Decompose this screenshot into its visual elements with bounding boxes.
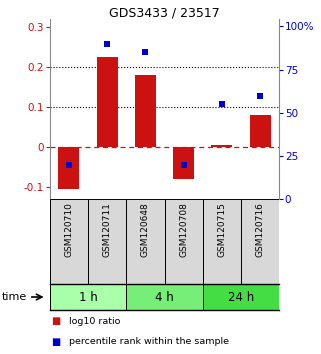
Text: 24 h: 24 h <box>228 291 254 303</box>
Bar <box>241 199 279 284</box>
Text: time: time <box>2 292 27 302</box>
Text: 4 h: 4 h <box>155 291 174 303</box>
Bar <box>173 147 194 178</box>
Text: GSM120708: GSM120708 <box>179 202 188 257</box>
Bar <box>50 199 88 284</box>
Bar <box>203 284 279 310</box>
Title: GDS3433 / 23517: GDS3433 / 23517 <box>109 6 220 19</box>
Bar <box>211 145 232 147</box>
Bar <box>88 199 126 284</box>
Text: GSM120648: GSM120648 <box>141 202 150 257</box>
Text: percentile rank within the sample: percentile rank within the sample <box>69 337 229 346</box>
Point <box>143 50 148 55</box>
Point <box>66 162 72 167</box>
Bar <box>50 284 126 310</box>
Text: GSM120711: GSM120711 <box>103 202 112 257</box>
Bar <box>58 147 79 189</box>
Bar <box>135 75 156 147</box>
Bar <box>203 199 241 284</box>
Point <box>219 101 224 107</box>
Bar <box>164 199 203 284</box>
Point <box>181 162 186 167</box>
Text: GSM120710: GSM120710 <box>65 202 74 257</box>
Text: log10 ratio: log10 ratio <box>69 316 120 326</box>
Bar <box>126 199 164 284</box>
Text: ■: ■ <box>51 316 61 326</box>
Point <box>257 93 263 98</box>
Text: ■: ■ <box>51 337 61 347</box>
Bar <box>250 115 271 147</box>
Point <box>105 41 110 46</box>
Bar <box>97 57 118 147</box>
Text: GSM120716: GSM120716 <box>256 202 265 257</box>
Text: 1 h: 1 h <box>79 291 97 303</box>
Bar <box>126 284 203 310</box>
Text: GSM120715: GSM120715 <box>217 202 226 257</box>
